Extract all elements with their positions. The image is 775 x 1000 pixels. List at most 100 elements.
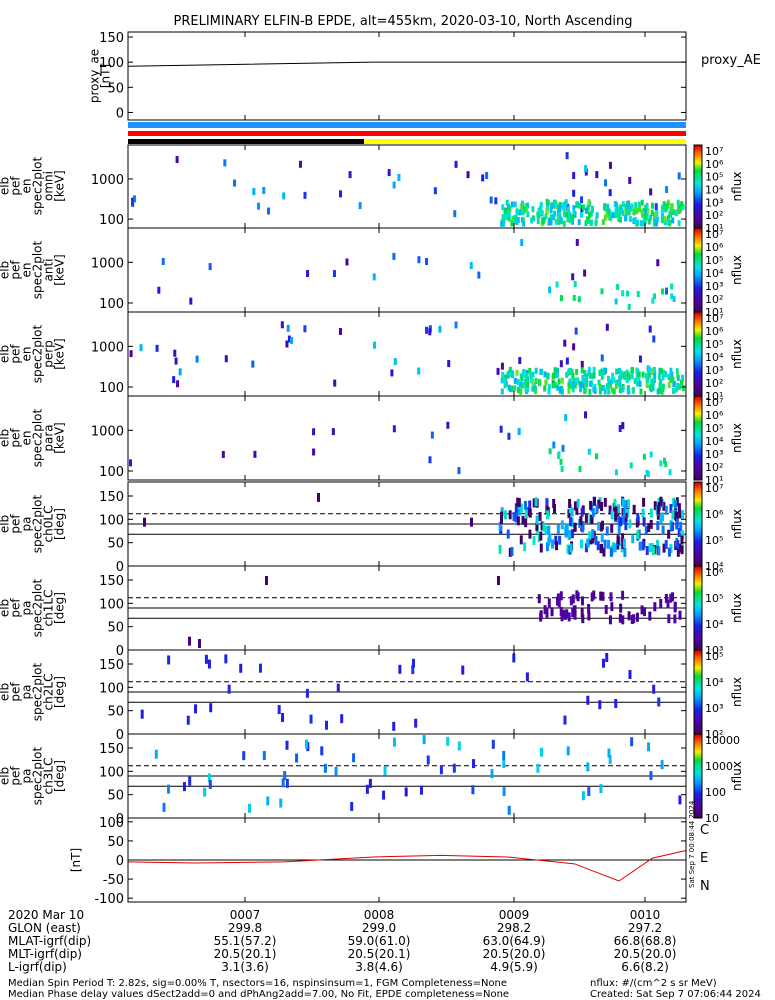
colorbar-cell (694, 427, 702, 431)
flux-pixel (625, 201, 629, 208)
colorbar-cell (694, 660, 702, 664)
flux-pixel (312, 428, 316, 436)
flux-pixel (579, 386, 583, 393)
flux-pixel (619, 603, 623, 613)
colorbar-cell (694, 238, 702, 242)
colorbar-cell (694, 530, 702, 533)
flux-pixel (648, 611, 652, 621)
flux-pixel (665, 204, 669, 211)
flux-pixel (503, 377, 507, 384)
colorbar-cell (694, 790, 702, 794)
colorbar-cell (694, 574, 702, 577)
colorbar-cell (694, 246, 702, 250)
flux-pixel (155, 344, 159, 352)
flux-pixel (500, 515, 503, 525)
flux-pixel (676, 382, 680, 389)
flux-pixel (512, 653, 516, 663)
flux-pixel (571, 372, 575, 379)
flux-pixel (668, 211, 672, 218)
colorbar-cell (694, 217, 702, 221)
flux-pixel (589, 380, 593, 387)
flux-pixel (325, 720, 329, 730)
flux-pixel (520, 216, 524, 223)
flux-pixel (654, 220, 658, 227)
colorbar-cell (694, 813, 702, 817)
flux-pixel (572, 205, 576, 212)
flux-pixel (461, 665, 465, 675)
colorbar-tick-label: 10¹ (705, 306, 723, 319)
colorbar-cell (694, 288, 702, 292)
flux-pixel (615, 210, 619, 217)
colorbar-cell (694, 274, 702, 277)
flux-pixel (553, 210, 557, 217)
flux-pixel (575, 377, 579, 384)
colorbar-cell (694, 431, 702, 435)
flux-pixel (667, 614, 671, 624)
colorbar-tick-label: 10⁵ (705, 650, 723, 663)
flux-pixel (558, 535, 562, 545)
y-tick-label: 150 (99, 742, 124, 757)
footer-units: nflux: #/(cm^2 s sr MeV) (590, 978, 717, 989)
run-stamp: Sat Sep 7 00:08:44 2024 (688, 800, 696, 888)
colorbar-cell (694, 182, 702, 185)
flux-pixel (604, 367, 608, 374)
flux-pixel (186, 715, 190, 725)
flux-pixel (598, 388, 602, 395)
flux-pixel (500, 377, 504, 384)
panel-frames: 1501005001000100100010010001001000100150… (91, 31, 687, 907)
flux-pixel (392, 181, 396, 189)
flux-pixel (580, 539, 584, 549)
flux-pixel (466, 171, 470, 179)
flux-pixel (599, 784, 603, 794)
flux-pixel (338, 327, 342, 335)
eph-glon-label: GLON (east) (8, 921, 81, 935)
flux-pixel (578, 380, 582, 387)
flux-pixel (600, 501, 604, 511)
flux-pixel (345, 258, 349, 266)
flux-pixel (617, 504, 621, 514)
flux-pixel (568, 516, 572, 526)
flux-pixel (499, 425, 503, 433)
flux-pixel (446, 736, 450, 746)
flux-pixel (208, 263, 212, 271)
eph-date-label: 2020 Mar 10 (8, 908, 84, 922)
colorbar-cell (694, 396, 702, 399)
flux-pixel (248, 803, 252, 813)
flux-pixel (588, 514, 592, 524)
ylabel-perp: elbpefenspec2plotperp[keV] (0, 324, 67, 383)
flux-pixel (554, 541, 558, 551)
flux-pixel (286, 324, 290, 332)
flux-pixel (587, 366, 591, 373)
flux-pixel (636, 379, 640, 386)
flux-pixel (510, 201, 514, 208)
flux-pixel (513, 214, 517, 221)
flux-pixel (514, 513, 518, 523)
flux-pixel (615, 368, 619, 375)
region-bar-black (128, 139, 364, 144)
flux-pixel (581, 381, 585, 388)
flux-pixel (676, 375, 680, 382)
colorbar-cell (694, 587, 702, 590)
colorbar-cell (694, 456, 702, 460)
y-tick-label: 100 (99, 213, 124, 228)
flux-pixel (619, 369, 623, 376)
flux-pixel (162, 802, 166, 812)
colorbar-cell (694, 425, 702, 428)
flux-pixel (678, 610, 682, 620)
flux-pixel (592, 386, 596, 393)
colorbar-cell (694, 335, 702, 338)
flux-pixel (647, 373, 651, 380)
flux-pixel (640, 605, 644, 615)
footer-line-2: Median Phase delay values dSect2add=0 an… (8, 989, 509, 1000)
colorbar-cell (694, 494, 702, 498)
flux-pixel (266, 796, 270, 806)
flux-pixel (607, 379, 611, 386)
flux-pixel (565, 523, 569, 533)
flux-pixel (662, 201, 666, 208)
colorbar-cell (694, 519, 702, 523)
ylabel-ch0: elbpefpaspec2plotch0LC[deg] (0, 494, 67, 553)
colorbar-tick-label: 10³ (705, 364, 723, 377)
colorbar-cell (694, 267, 702, 271)
flux-pixel (525, 372, 529, 379)
